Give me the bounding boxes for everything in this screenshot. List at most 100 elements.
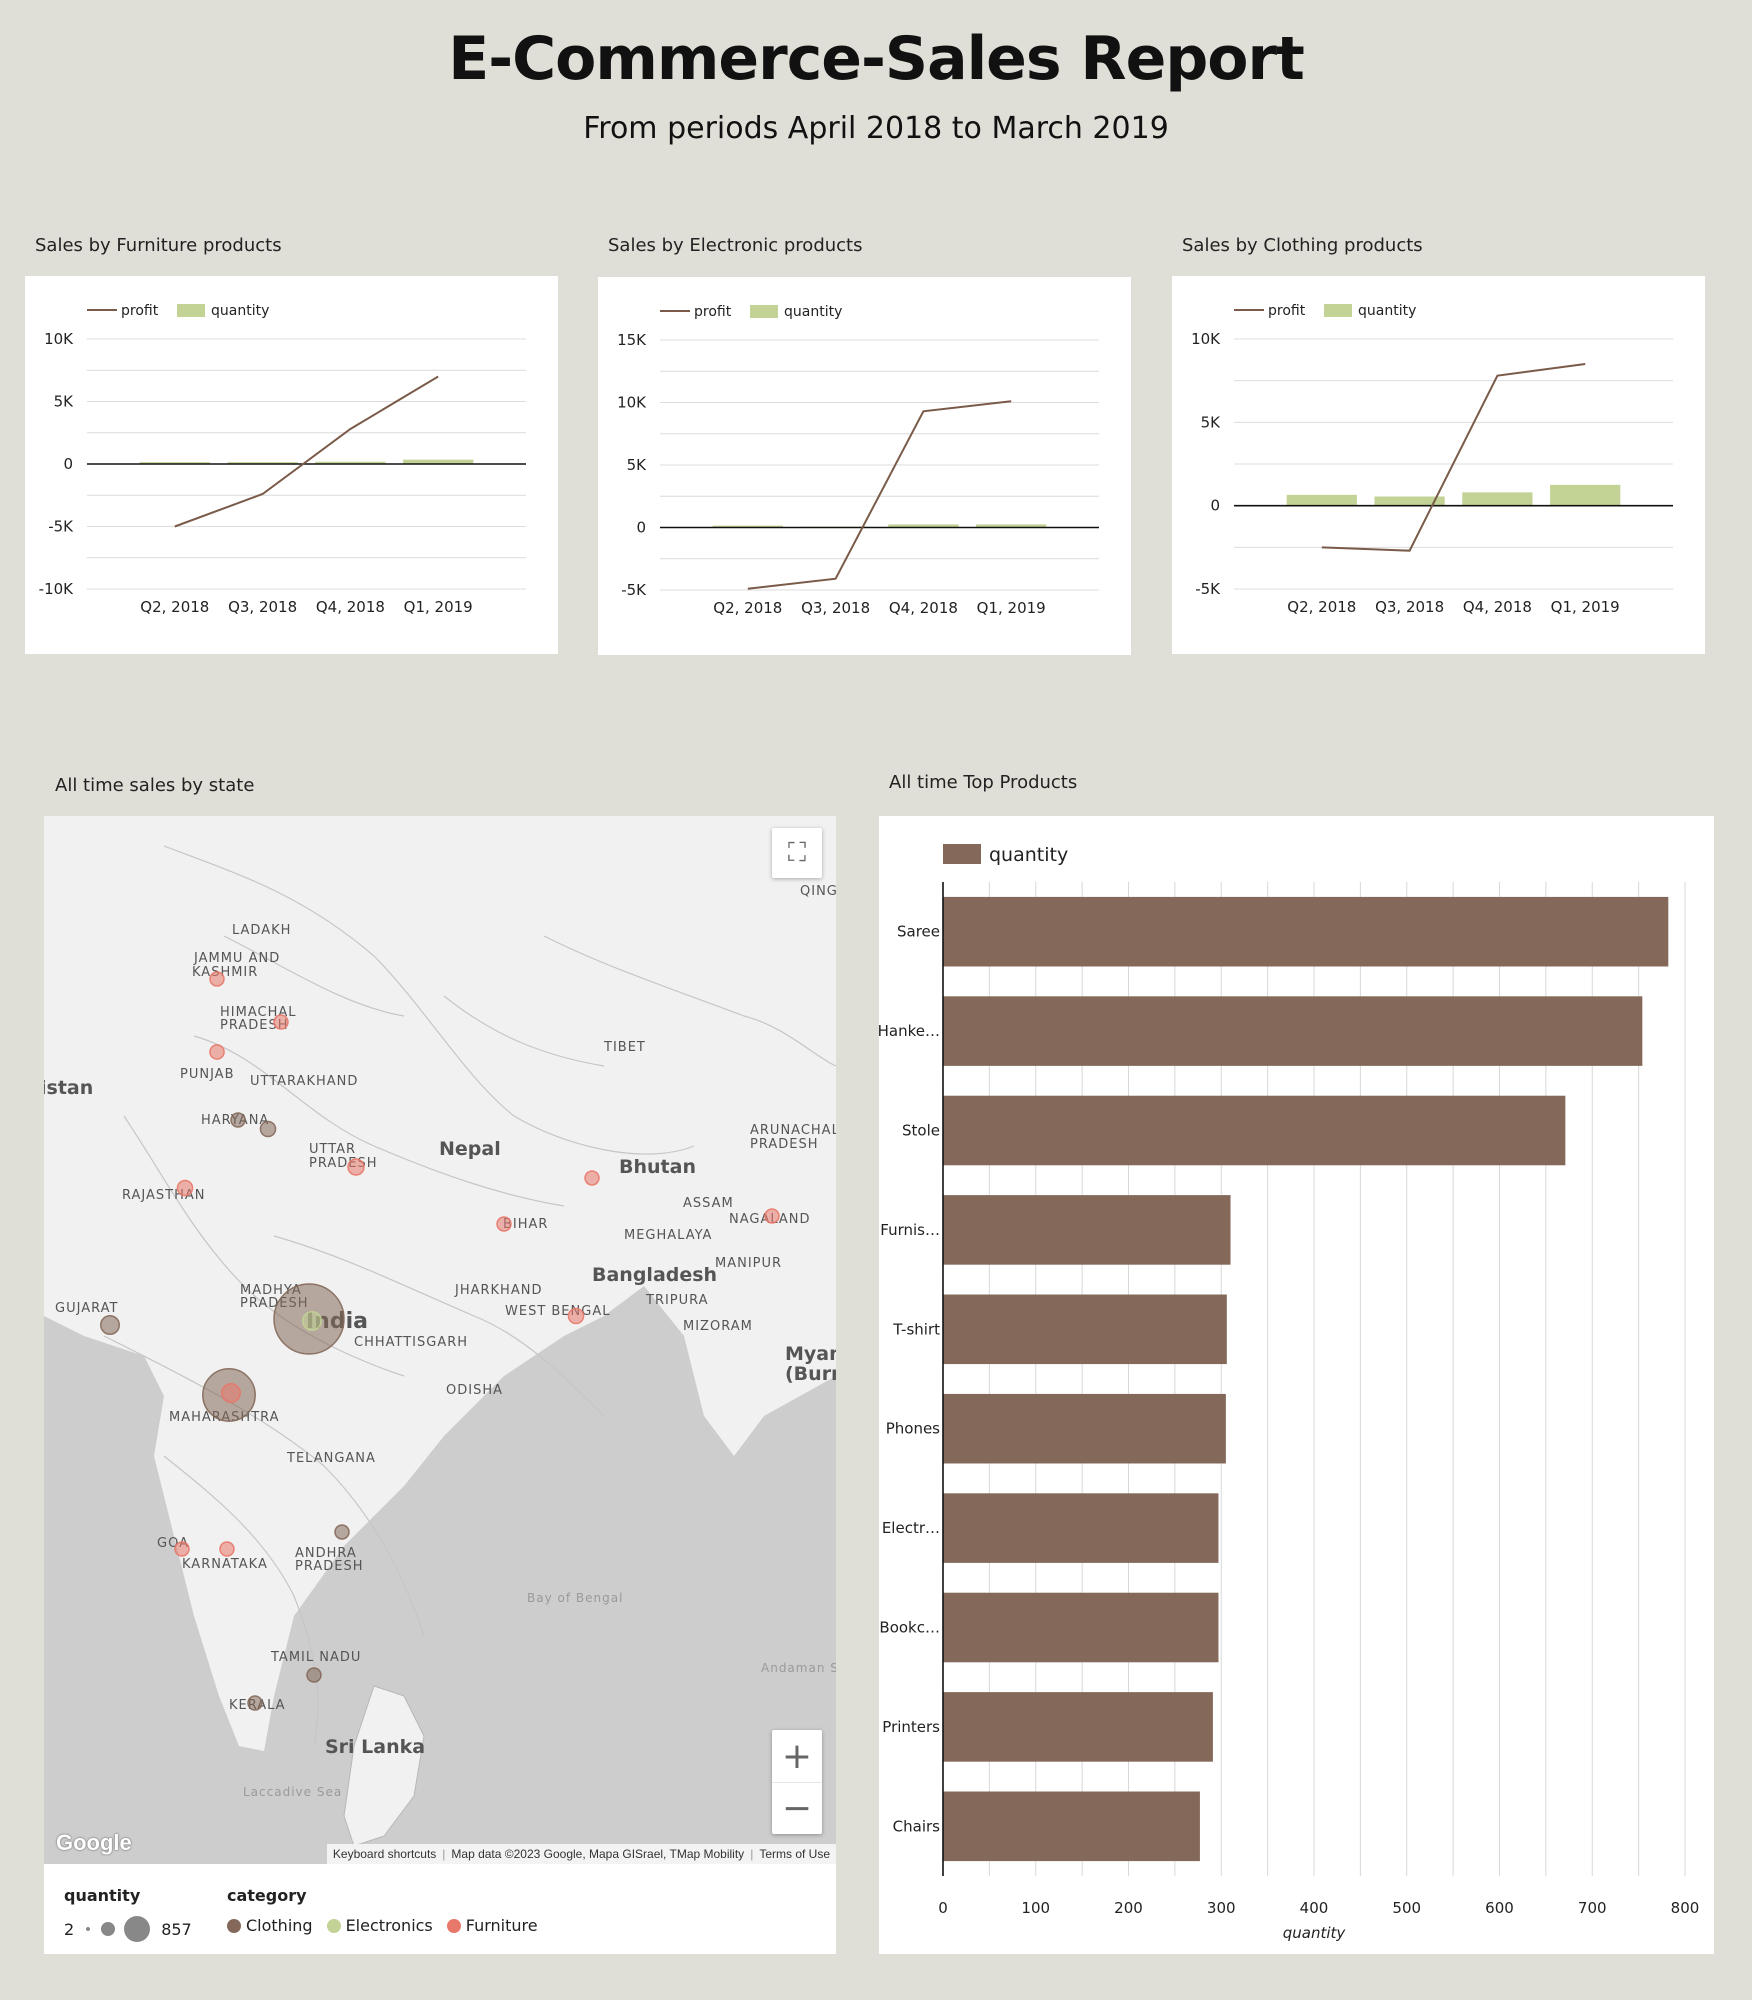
x-tick-label: 600 xyxy=(1485,1899,1514,1917)
sales-map-card: LADAKH JAMMU AND KASHMIR HIMACHAL PRADESH PUN… xyxy=(44,816,836,1954)
map-label: MEGHALAYA xyxy=(624,1228,712,1243)
y-tick-label: 0 xyxy=(1210,497,1220,515)
x-tick-label: Q4, 2018 xyxy=(889,599,958,617)
y-tick-label: -5K xyxy=(48,518,74,536)
map-border xyxy=(273,1235,605,1417)
map-label: PRADESH xyxy=(295,1559,364,1574)
x-tick-label: Q2, 2018 xyxy=(713,599,782,617)
x-tick-label: 400 xyxy=(1300,1899,1329,1917)
map-label: WEST BENGAL xyxy=(505,1304,610,1319)
quantity-bar xyxy=(227,462,298,464)
state-bubble xyxy=(209,1044,225,1060)
quantity-bar xyxy=(1374,496,1445,506)
legend-clothing[interactable]: Clothing xyxy=(227,1916,313,1935)
fullscreen-button[interactable]: ⛶ xyxy=(772,828,822,878)
size-medium-icon xyxy=(101,1922,116,1936)
map-data-credit: Map data ©2023 Google, Mapa GISrael, TMa… xyxy=(451,1847,745,1861)
map-label: ASSAM xyxy=(683,1196,734,1211)
y-tick-label: -5K xyxy=(621,581,647,599)
quantity-bar xyxy=(315,461,386,464)
sales-map[interactable]: LADAKH JAMMU AND KASHMIR HIMACHAL PRADESH PUN… xyxy=(44,816,836,1864)
furniture-chart-title: Sales by Furniture products xyxy=(35,235,282,256)
legend-furniture-label: Furniture xyxy=(465,1916,538,1935)
y-tick-label: 0 xyxy=(636,519,646,537)
map-section-title: All time sales by state xyxy=(55,775,255,796)
legend-quantity-scale: 2 857 xyxy=(64,1916,192,1942)
y-tick-label: 10K xyxy=(44,330,74,348)
map-label: KASHMIR xyxy=(192,965,258,980)
map-label: Myan xyxy=(785,1343,836,1365)
x-tick-label: 200 xyxy=(1114,1899,1143,1917)
sea-area xyxy=(44,1286,836,1864)
legend-profit-label: profit xyxy=(121,303,159,319)
product-label: Saree xyxy=(897,923,940,941)
legend-electronics-label: Electronics xyxy=(345,1916,433,1935)
map-label: Bangladesh xyxy=(592,1264,717,1286)
profit-line xyxy=(747,400,1012,590)
state-bubble xyxy=(220,1382,242,1404)
map-border xyxy=(123,1115,405,1377)
terms-of-use-link[interactable]: Terms of Use xyxy=(759,1847,830,1861)
legend-quantity-icon xyxy=(1324,304,1352,317)
electronics-chart-card: 15K 10K 5K 0 -5K Q2, 2018 Q3, 2018 Q4, 2018 Q1, … xyxy=(598,277,1131,655)
y-tick-label: 15K xyxy=(617,331,647,349)
sri-lanka-landmass xyxy=(343,1685,425,1847)
map-label: TELANGANA xyxy=(286,1451,376,1466)
state-bubble xyxy=(247,1695,263,1711)
fullscreen-icon: ⛶ xyxy=(787,837,807,868)
quantity-bar xyxy=(888,524,959,528)
state-bubble xyxy=(176,1179,194,1197)
x-tick-label: Q1, 2019 xyxy=(1551,598,1620,616)
quantity-bar xyxy=(976,524,1047,528)
quantity-bar xyxy=(1462,492,1533,506)
legend-quantity-icon xyxy=(750,305,778,318)
product-label: Electr… xyxy=(882,1519,940,1537)
product-bar xyxy=(943,1791,1200,1862)
state-bubble xyxy=(496,1216,512,1232)
size-large-icon xyxy=(124,1916,151,1942)
zoom-controls: + − xyxy=(772,1730,822,1834)
product-label: Phones xyxy=(886,1420,940,1438)
map-label: Laccadive Sea xyxy=(243,1785,342,1799)
x-tick-label: Q4, 2018 xyxy=(1463,598,1532,616)
map-label: KARNATAKA xyxy=(182,1557,268,1572)
map-label: istan xyxy=(44,1077,93,1099)
clothing-chart-card: 10K 5K 0 -5K Q2, 2018 Q3, 2018 Q4, 2018 Q1, 201… xyxy=(1172,276,1705,654)
legend-furniture[interactable]: Furniture xyxy=(446,1916,538,1935)
google-logo: Google xyxy=(56,1830,132,1855)
legend-clothing-label: Clothing xyxy=(246,1916,313,1935)
x-tick-label: Q1, 2019 xyxy=(977,599,1046,617)
map-border xyxy=(163,1455,319,1747)
zoom-in-button[interactable]: + xyxy=(781,1735,813,1777)
map-border xyxy=(193,1035,565,1207)
legend-quantity-icon xyxy=(943,844,981,864)
clothing-dot-icon xyxy=(227,1918,241,1933)
x-tick-label: Q4, 2018 xyxy=(316,598,385,616)
quantity-bar xyxy=(1550,484,1621,506)
y-tick-label: 10K xyxy=(617,394,647,412)
state-bubble xyxy=(584,1170,600,1186)
map-border xyxy=(163,845,695,1155)
legend-quantity-min: 2 xyxy=(64,1919,75,1939)
size-small-icon xyxy=(86,1927,91,1931)
profit-line xyxy=(1321,363,1586,552)
map-border xyxy=(223,935,405,1017)
map-label: Nepal xyxy=(439,1138,501,1160)
furniture-dot-icon xyxy=(446,1918,461,1933)
product-label: Printers xyxy=(882,1718,940,1736)
map-label: MANIPUR xyxy=(715,1256,782,1271)
legend-quantity-max: 857 xyxy=(161,1919,192,1939)
legend-electronics[interactable]: Electronics xyxy=(326,1916,433,1935)
top-products-title: All time Top Products xyxy=(889,772,1078,793)
map-label: (Burr xyxy=(785,1363,836,1385)
quantity-bar xyxy=(1286,494,1357,506)
state-bubble xyxy=(99,1314,121,1336)
keyboard-shortcuts-link[interactable]: Keyboard shortcuts xyxy=(332,1847,437,1861)
product-label: T-shirt xyxy=(892,1320,940,1338)
x-tick-label: Q3, 2018 xyxy=(801,599,870,617)
product-bar xyxy=(943,996,1643,1066)
zoom-out-button[interactable]: − xyxy=(772,1782,822,1834)
product-bar xyxy=(943,1592,1219,1663)
x-axis-label: quantity xyxy=(1283,1924,1347,1942)
